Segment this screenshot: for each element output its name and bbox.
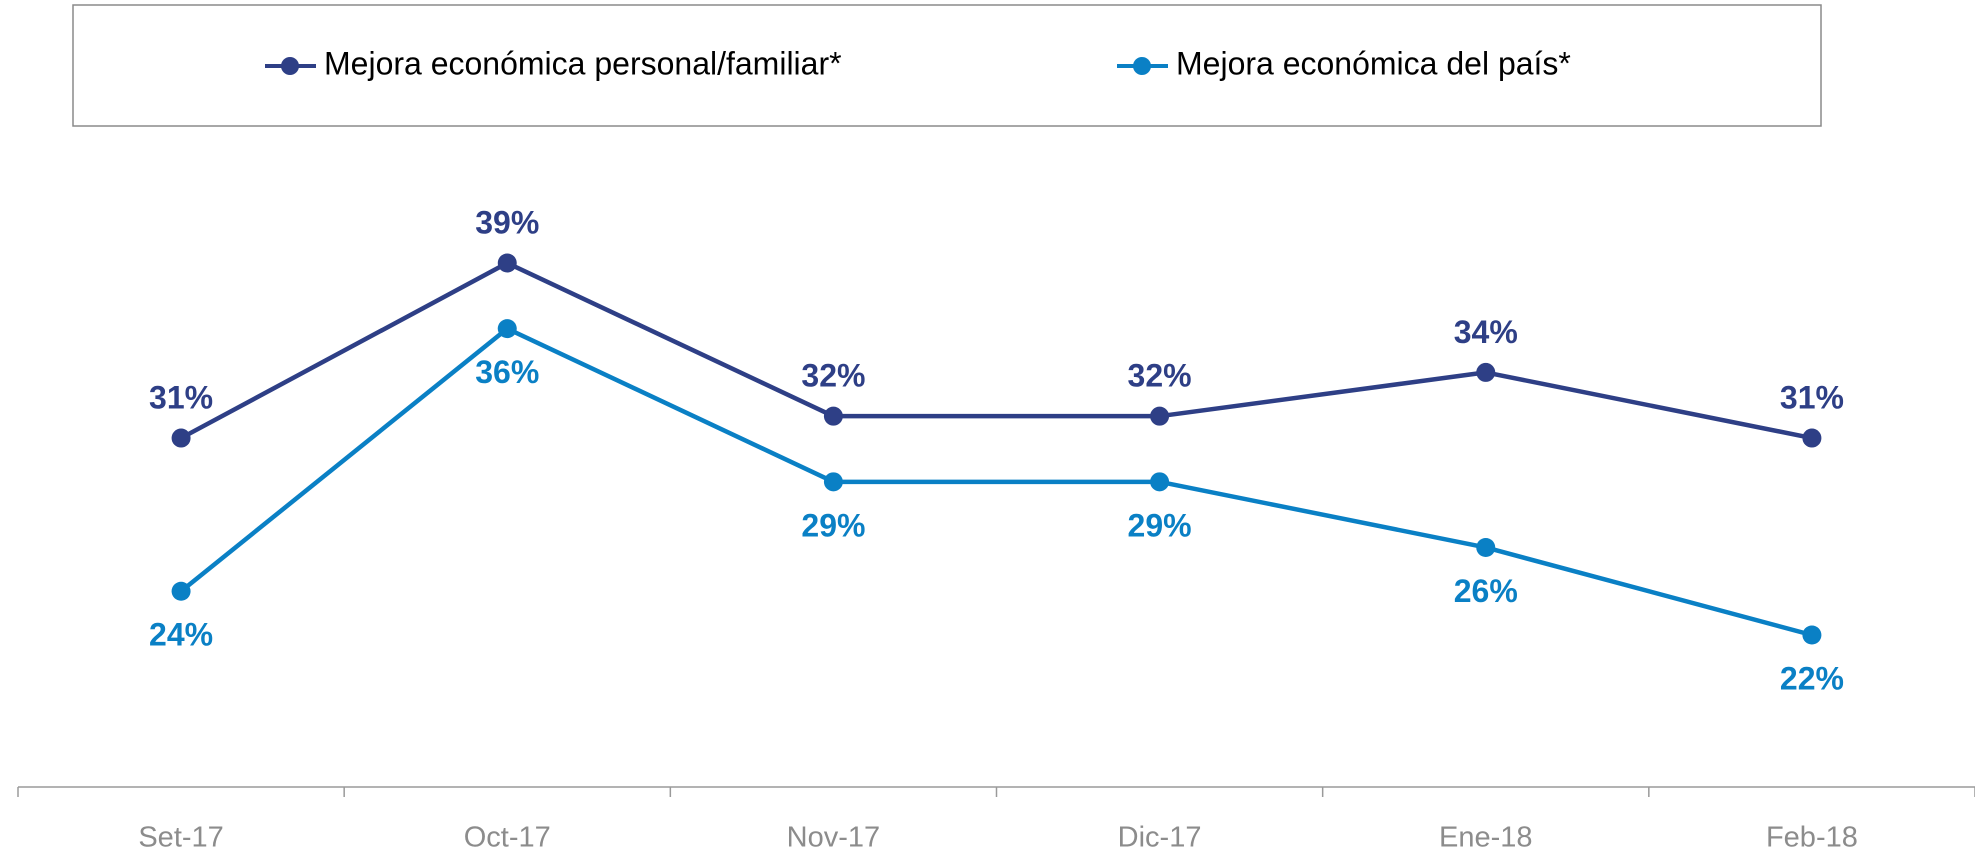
data-point bbox=[1802, 428, 1822, 448]
data-label: 31% bbox=[149, 380, 213, 416]
data-point bbox=[1150, 406, 1170, 426]
legend-label: Mejora económica del país* bbox=[1176, 45, 1571, 81]
x-tick-label: Dic-17 bbox=[1118, 822, 1202, 854]
data-label: 32% bbox=[1128, 358, 1192, 394]
legend-swatch-marker bbox=[281, 57, 299, 75]
legend-swatch-marker bbox=[1133, 57, 1151, 75]
data-point bbox=[497, 253, 517, 273]
data-point bbox=[1476, 537, 1496, 557]
data-point bbox=[1150, 472, 1170, 492]
data-label: 32% bbox=[801, 358, 865, 394]
x-tick-label: Ene-18 bbox=[1439, 822, 1533, 854]
data-label: 22% bbox=[1780, 660, 1844, 696]
data-label: 26% bbox=[1454, 573, 1518, 609]
data-label: 36% bbox=[475, 354, 539, 390]
data-label: 24% bbox=[149, 617, 213, 653]
series-line bbox=[180, 260, 1813, 441]
series-line bbox=[179, 326, 1813, 638]
data-point bbox=[497, 319, 517, 339]
data-point bbox=[171, 581, 191, 601]
x-tick-label: Oct-17 bbox=[464, 822, 551, 854]
data-label: 34% bbox=[1454, 314, 1518, 350]
data-label: 29% bbox=[1128, 507, 1192, 543]
data-label: 39% bbox=[475, 204, 539, 240]
x-tick-label: Nov-17 bbox=[787, 822, 881, 854]
legend-label: Mejora económica personal/familiar* bbox=[324, 45, 842, 81]
x-tick-label: Set-17 bbox=[138, 822, 223, 854]
data-point bbox=[823, 406, 843, 426]
data-point bbox=[1476, 362, 1496, 382]
data-label: 31% bbox=[1780, 380, 1844, 416]
data-point bbox=[171, 428, 191, 448]
legend-box bbox=[72, 4, 1822, 127]
data-point bbox=[823, 472, 843, 492]
data-point bbox=[1802, 625, 1822, 645]
x-tick-label: Feb-18 bbox=[1766, 822, 1858, 854]
data-label: 29% bbox=[801, 507, 865, 543]
